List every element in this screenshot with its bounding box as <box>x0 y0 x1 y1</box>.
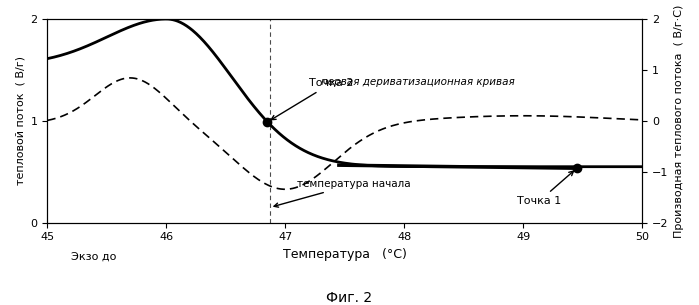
Text: температура начала: температура начала <box>274 179 411 207</box>
Text: Точка 1: Точка 1 <box>517 171 574 206</box>
Text: Точка 2: Точка 2 <box>271 78 354 120</box>
Text: Экзо до: Экзо до <box>71 251 117 261</box>
Y-axis label: тепловой поток  ( В/г): тепловой поток ( В/г) <box>15 56 25 185</box>
X-axis label: Температура   (°C): Температура (°C) <box>283 248 407 261</box>
Text: Фиг. 2: Фиг. 2 <box>326 291 373 305</box>
Text: первая дериватизационная кривая: первая дериватизационная кривая <box>321 77 514 87</box>
Y-axis label: Производная теплового потока  ( В/г·C): Производная теплового потока ( В/г·C) <box>674 4 684 238</box>
